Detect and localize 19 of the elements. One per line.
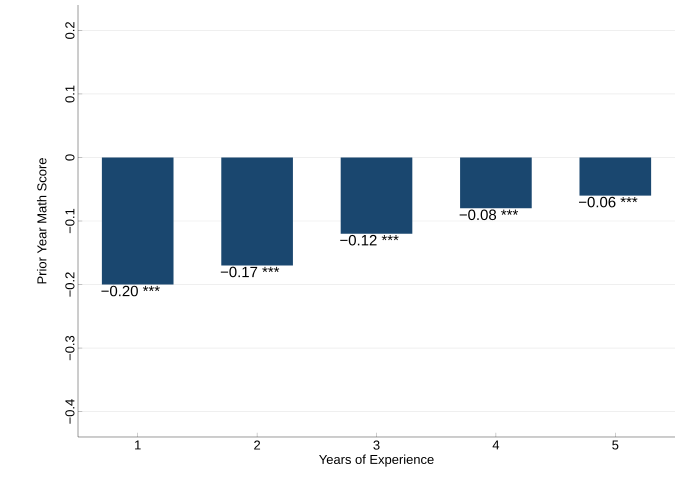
x-tick-label: 1 xyxy=(135,440,141,450)
data-label: −0.12 *** xyxy=(340,234,399,246)
data-label: −0.06 *** xyxy=(579,196,638,208)
y-tick-label: 0.2 xyxy=(65,22,74,39)
y-axis-title: Prior Year Math Score xyxy=(36,158,46,284)
x-tick-label: 3 xyxy=(373,440,380,450)
y-tick-label: 0 xyxy=(65,154,74,161)
x-axis-title: Years of Experience xyxy=(319,454,434,467)
y-tick-label: −0.2 xyxy=(65,272,74,297)
x-tick-label: 4 xyxy=(492,440,500,450)
x-tick-label: 5 xyxy=(612,440,618,450)
data-label: −0.08 *** xyxy=(460,209,518,220)
data-label: −0.20 *** xyxy=(101,286,160,296)
y-tick-label: −0.3 xyxy=(65,336,74,360)
y-tick-label: −0.1 xyxy=(65,208,74,234)
data-label: −0.17 *** xyxy=(220,266,280,278)
y-tick-label: −0.4 xyxy=(65,399,74,424)
x-tick-label: 2 xyxy=(254,440,260,450)
y-tick-label: 0.1 xyxy=(65,86,74,102)
